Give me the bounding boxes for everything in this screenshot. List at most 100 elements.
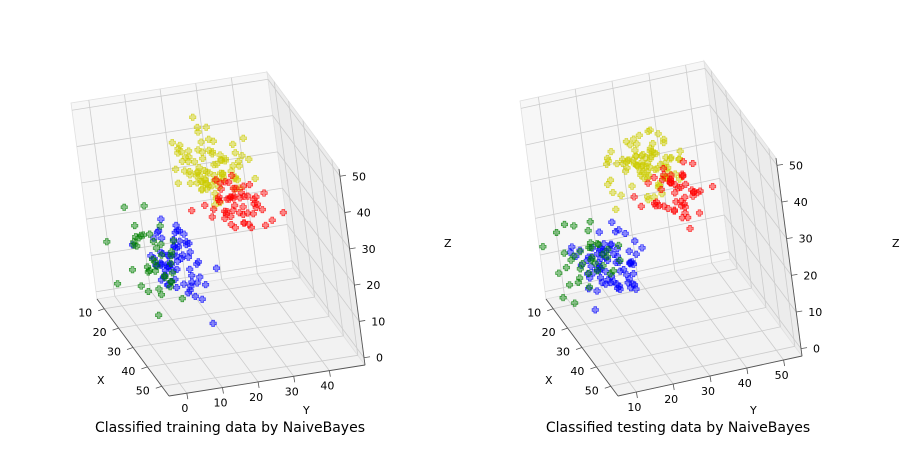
training-points (103, 113, 287, 327)
testing-3d-grid (519, 59, 803, 397)
data-point (616, 267, 624, 275)
data-point (198, 186, 206, 194)
training-y-axis-label: Y (302, 404, 310, 417)
data-point (585, 269, 593, 277)
data-point (209, 319, 217, 327)
data-point (186, 286, 194, 294)
data-point (174, 149, 182, 157)
data-point (650, 174, 658, 182)
data-point (167, 248, 175, 256)
data-point (655, 202, 663, 210)
z-gridline (723, 214, 797, 313)
data-point (631, 146, 639, 154)
data-point (147, 252, 155, 260)
data-point (644, 171, 652, 179)
data-point (236, 184, 244, 192)
data-point (647, 152, 655, 160)
data-point (210, 176, 218, 184)
data-point (188, 278, 196, 286)
data-point (614, 284, 622, 292)
data-point (709, 182, 717, 190)
z-gridline (272, 115, 346, 213)
y-gridline (685, 64, 712, 264)
data-point (631, 281, 639, 289)
data-point (604, 276, 612, 284)
data-point (229, 140, 237, 148)
data-point (197, 138, 205, 146)
data-point (194, 168, 202, 176)
data-point (161, 272, 169, 280)
data-point (221, 155, 229, 163)
data-point (660, 202, 668, 210)
data-point (155, 227, 163, 235)
x-gridline (288, 101, 315, 298)
data-point (103, 238, 111, 246)
data-point (235, 209, 243, 217)
data-point (639, 161, 647, 169)
x-gridline (739, 109, 767, 308)
data-point (212, 195, 220, 203)
y-gridline (150, 290, 223, 388)
data-point (670, 207, 678, 215)
data-point (610, 250, 618, 258)
data-point (139, 231, 147, 239)
data-point (625, 275, 633, 283)
data-point (625, 247, 633, 255)
data-point (567, 256, 575, 264)
z-gridline (709, 104, 783, 203)
data-point (217, 185, 225, 193)
data-point (186, 179, 194, 187)
y-tick-label: 20 (249, 391, 263, 404)
data-point (157, 215, 165, 223)
data-point (653, 165, 661, 173)
data-point (184, 253, 192, 261)
x-gridline (161, 354, 358, 387)
data-point (231, 149, 239, 157)
x-gridline (118, 296, 315, 329)
data-point (607, 148, 615, 156)
y-gridline (114, 295, 188, 394)
z-gridline (291, 260, 365, 358)
data-point (217, 156, 225, 164)
y-gridline (574, 88, 602, 288)
data-point (149, 237, 157, 245)
data-point (184, 157, 192, 165)
data-point (633, 140, 641, 148)
y-gridline (600, 286, 674, 385)
data-point (260, 189, 268, 197)
data-point (232, 184, 240, 192)
z-gridline (277, 151, 350, 250)
data-point (627, 260, 635, 268)
data-point (596, 274, 604, 282)
data-point (157, 259, 165, 267)
z-gridline (86, 187, 283, 220)
data-point (132, 233, 140, 241)
data-point (250, 195, 258, 203)
data-point (603, 160, 611, 168)
data-point (602, 253, 610, 261)
z-tick-mark (791, 273, 798, 276)
data-point (140, 202, 148, 210)
data-point (584, 227, 592, 235)
data-point (168, 139, 176, 147)
y-gridline (648, 72, 676, 272)
y-tick-label: 10 (213, 397, 227, 410)
data-point (244, 209, 252, 217)
data-point (247, 224, 255, 232)
data-point (593, 267, 601, 275)
x-tick-label: 10 (78, 307, 92, 320)
data-point (568, 243, 576, 251)
x-gridline (754, 128, 781, 327)
x-tick-label: 40 (121, 365, 135, 378)
data-point (194, 146, 202, 154)
training-z-axis-label: Z (444, 237, 452, 250)
x-tick-mark (547, 308, 554, 312)
data-point (659, 164, 667, 172)
x-gridline (132, 316, 330, 348)
series-2 (168, 113, 259, 209)
data-point (172, 165, 180, 173)
data-point (570, 222, 578, 230)
data-point (133, 242, 141, 250)
data-point (616, 256, 624, 264)
